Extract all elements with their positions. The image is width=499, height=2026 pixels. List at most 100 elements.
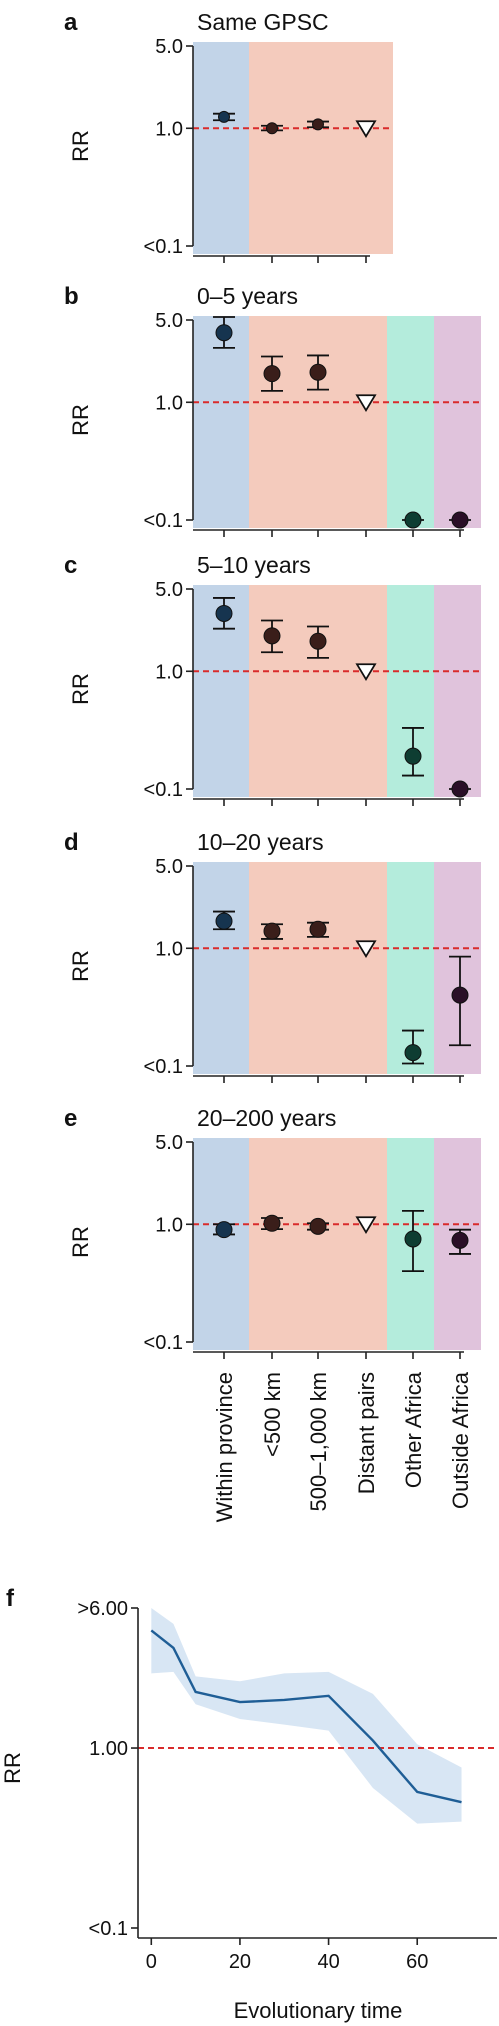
data-point	[402, 511, 424, 529]
data-point	[213, 597, 235, 630]
x-tick-label: 0	[146, 1951, 157, 1973]
data-point	[449, 1228, 471, 1255]
category-label: Outside Africa	[448, 1371, 473, 1509]
band-outside-africa	[434, 862, 481, 1074]
point-marker	[266, 122, 278, 135]
category-label: Distant pairs	[354, 1372, 379, 1494]
y-tick-label: >6.00	[77, 1598, 128, 1620]
panel-title: 20–200 years	[197, 1105, 336, 1131]
point-marker	[215, 912, 233, 930]
panel-letter: f	[6, 1585, 15, 1612]
category-label: <500 km	[260, 1372, 285, 1457]
data-point	[307, 625, 329, 659]
series-line	[150, 1629, 462, 1804]
point-marker	[263, 1214, 281, 1232]
band-outside-africa	[434, 585, 481, 797]
y-axis-label: RR	[68, 1226, 93, 1258]
data-point	[355, 663, 377, 682]
panel-title: 0–5 years	[197, 283, 298, 309]
confidence-band	[151, 1608, 462, 1824]
panel-e: 5.0 1.0 <0.1 e 20–200 years RR	[64, 1105, 481, 1359]
point-marker	[451, 1231, 469, 1249]
y-tick-label: 1.00	[89, 1738, 128, 1760]
y-tick-label: 1.0	[155, 1214, 183, 1236]
y-tick-label: 1.0	[155, 938, 183, 960]
band-nearby	[249, 42, 393, 254]
data-point	[307, 920, 329, 938]
panel-d: 5.0 1.0 <0.1 d 10–20 years RR	[64, 829, 481, 1083]
data-point	[307, 1217, 329, 1235]
band-nearby	[249, 585, 387, 797]
point-marker	[312, 118, 324, 131]
data-point	[355, 1216, 377, 1235]
point-marker	[451, 780, 469, 798]
point-marker	[451, 986, 469, 1004]
band-within-province	[193, 42, 249, 254]
band-within-province	[193, 316, 249, 528]
y-tick-label: 1.0	[155, 118, 183, 140]
point-marker	[218, 110, 230, 123]
point-marker	[404, 1044, 422, 1062]
y-tick-label: 5.0	[155, 36, 183, 58]
panel-letter: a	[64, 9, 78, 36]
y-axis-label: RR	[0, 1752, 25, 1784]
panel-letter: b	[64, 283, 79, 310]
panel-title: 10–20 years	[197, 829, 324, 855]
data-point	[449, 511, 471, 529]
category-label: 500–1,000 km	[306, 1372, 331, 1511]
data-point	[213, 1221, 235, 1239]
category-label: Other Africa	[401, 1371, 426, 1488]
x-tick-label: 40	[317, 1951, 339, 1973]
point-marker	[309, 920, 327, 938]
point-marker	[309, 632, 327, 650]
point-marker	[263, 922, 281, 940]
band-other-africa	[387, 316, 434, 528]
point-marker	[215, 324, 233, 342]
y-axis-label: RR	[68, 130, 93, 162]
reference-marker	[355, 940, 377, 959]
band-nearby	[249, 316, 387, 528]
point-marker	[404, 511, 422, 529]
category-labels: Within province <500 km 500–1,000 km Distan…	[212, 1371, 473, 1522]
data-point	[213, 110, 235, 123]
point-marker	[309, 363, 327, 381]
panel-letter: c	[64, 552, 77, 579]
y-tick-label: 1.0	[155, 661, 183, 683]
band-within-province	[193, 1138, 249, 1350]
point-marker	[215, 1221, 233, 1239]
band-outside-africa	[434, 316, 481, 528]
data-point	[213, 910, 235, 931]
panel-title: 5–10 years	[197, 552, 311, 578]
y-tick-label: <0.1	[144, 779, 183, 801]
data-point	[261, 1214, 283, 1232]
category-label: Within province	[212, 1372, 237, 1522]
data-point	[355, 120, 377, 139]
band-nearby	[249, 1138, 387, 1350]
data-point	[307, 118, 329, 131]
x-axis-label: Evolutionary time	[234, 1998, 403, 2023]
point-marker	[404, 747, 422, 765]
y-tick-label: <0.1	[144, 1332, 183, 1354]
data-point	[402, 1029, 424, 1065]
y-tick-label: 1.0	[155, 392, 183, 414]
panel-title: Same GPSC	[197, 9, 329, 35]
y-tick-label: 5.0	[155, 1132, 183, 1154]
reference-marker	[355, 120, 377, 139]
y-axis-label: RR	[68, 673, 93, 705]
data-point	[355, 940, 377, 959]
x-tick-label: 20	[229, 1951, 251, 1973]
data-point	[449, 780, 471, 798]
data-point	[402, 727, 424, 777]
y-tick-label: <0.1	[144, 236, 183, 258]
reference-marker	[355, 394, 377, 413]
point-marker	[404, 1230, 422, 1248]
point-marker	[263, 627, 281, 645]
data-point	[261, 122, 283, 135]
data-point	[449, 955, 471, 1047]
data-point	[213, 316, 235, 349]
y-tick-label: <0.1	[89, 1918, 128, 1940]
point-marker	[309, 1217, 327, 1235]
y-axis-label: RR	[68, 404, 93, 436]
y-tick-label: <0.1	[144, 1056, 183, 1078]
panel-c: 5.0 1.0 <0.1 c 5–10 years RR	[64, 552, 481, 806]
